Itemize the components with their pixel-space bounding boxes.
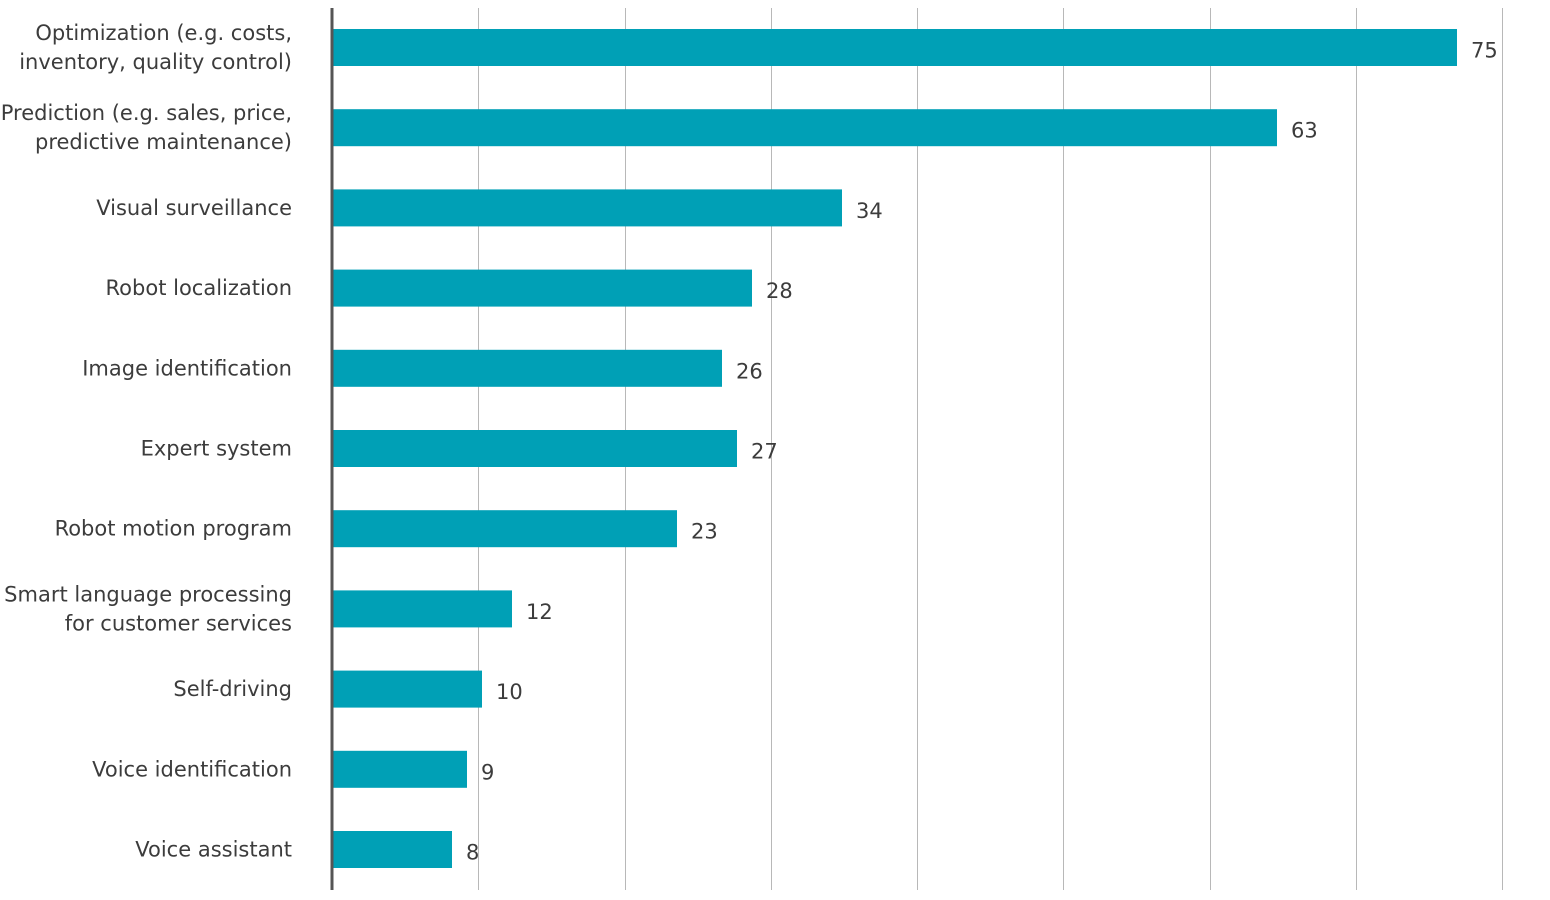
value-label: 9 — [481, 760, 494, 784]
category-label: Self-driving — [173, 677, 292, 701]
category-label: Optimization (e.g. costs, inventory, qual… — [19, 21, 292, 74]
category-label: Voice assistant — [135, 838, 292, 862]
value-label: 26 — [736, 359, 763, 383]
value-label: 12 — [526, 600, 553, 624]
value-label: 34 — [856, 199, 883, 223]
category-label-line: Self-driving — [173, 677, 292, 701]
bar — [333, 750, 467, 788]
gridlines — [478, 8, 1503, 890]
category-label-line: Robot localization — [106, 276, 292, 300]
category-label-line: Voice assistant — [135, 838, 292, 862]
bar — [333, 590, 512, 628]
category-label-line: predictive maintenance) — [35, 130, 292, 154]
bar — [333, 430, 737, 467]
category-label-line: Optimization (e.g. costs, — [35, 21, 292, 45]
bars — [333, 29, 1457, 868]
bar — [333, 349, 722, 387]
category-label-line: Robot motion program — [55, 517, 292, 541]
value-label: 75 — [1471, 39, 1498, 63]
value-label: 8 — [466, 841, 479, 865]
category-label: Voice identification — [92, 757, 292, 781]
value-label: 10 — [496, 680, 523, 704]
value-label: 63 — [1291, 119, 1318, 143]
category-label: Robot motion program — [55, 517, 292, 541]
value-labels: 75 63 34 28 26 27 23 12 10 9 8 — [466, 39, 1498, 865]
bar — [333, 510, 677, 548]
bar — [333, 29, 1457, 66]
category-label: Smart language processing for customer se… — [4, 582, 292, 635]
category-label: Image identification — [82, 356, 292, 380]
category-label: Expert system — [141, 437, 292, 461]
category-labels: Optimization (e.g. costs, inventory, qual… — [1, 21, 292, 862]
category-label-line: Smart language processing — [4, 582, 292, 606]
category-label-line: Voice identification — [92, 757, 292, 781]
category-label-line: Expert system — [141, 437, 292, 461]
value-label: 23 — [691, 520, 718, 544]
bar — [333, 269, 752, 307]
category-label-line: Image identification — [82, 356, 292, 380]
category-label-line: Prediction (e.g. sales, price, — [1, 101, 292, 125]
bar — [333, 109, 1277, 147]
bar — [333, 189, 842, 227]
value-label: 28 — [766, 279, 793, 303]
bar — [333, 670, 482, 708]
value-label: 27 — [751, 440, 778, 464]
category-label-line: inventory, quality control) — [19, 50, 292, 74]
category-label-line: Visual surveillance — [96, 196, 292, 220]
category-label-line: for customer services — [65, 611, 292, 635]
category-label: Prediction (e.g. sales, price, predictive… — [1, 101, 292, 154]
bar — [333, 831, 452, 868]
category-label: Visual surveillance — [96, 196, 292, 220]
category-label: Robot localization — [106, 276, 292, 300]
